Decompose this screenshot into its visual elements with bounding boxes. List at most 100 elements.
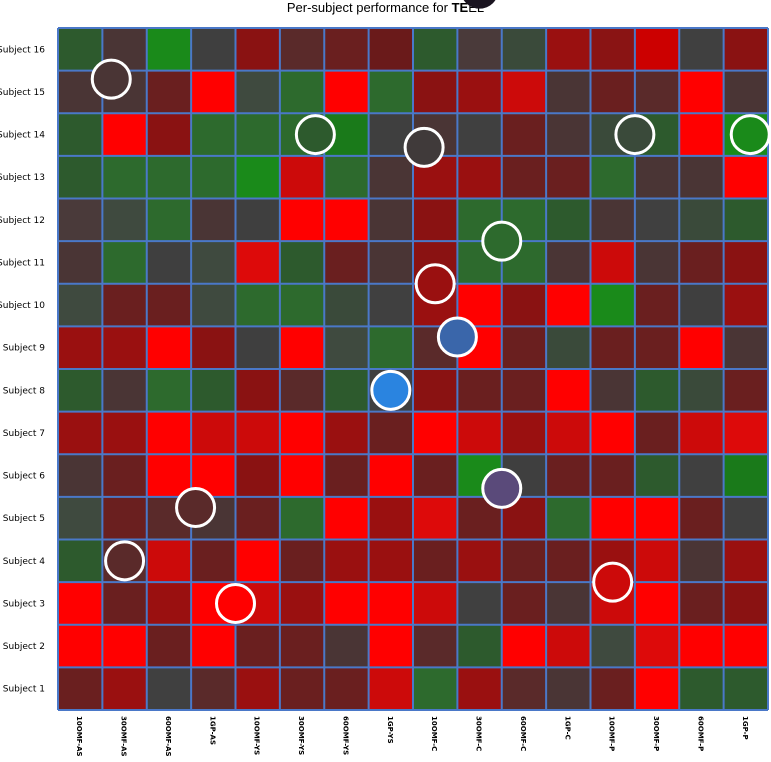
heatmap-cell-r9-c9 — [413, 369, 458, 412]
heatmap-cell-r8-c11 — [501, 326, 547, 369]
marker-circle-4 — [403, 126, 445, 168]
heatmap-cell-r13-c12 — [546, 539, 591, 583]
heatmap-cell-r5-c14 — [634, 198, 680, 242]
heatmap-cell-r8-c2 — [102, 326, 147, 369]
heatmap-cell-r14-c2 — [102, 582, 147, 625]
heatmap-cell-r13-c16 — [723, 539, 768, 583]
heatmap-cell-r7-c8 — [368, 283, 413, 327]
heatmap-cell-r1-c5 — [235, 28, 280, 71]
marker-circle-6 — [729, 114, 771, 156]
heatmap-cell-r7-c16 — [723, 283, 768, 327]
heatmap-cell-r16-c9 — [413, 667, 458, 710]
heatmap-cell-r6-c16 — [723, 241, 768, 284]
heatmap-cell-r7-c11 — [501, 283, 547, 327]
heatmap-cell-r6-c4 — [191, 241, 236, 284]
heatmap-cell-r9-c1 — [58, 369, 103, 412]
heatmap-cell-r12-c12 — [546, 496, 591, 540]
heatmap-cell-r8-c7 — [324, 326, 369, 369]
heatmap-cell-r5-c12 — [546, 198, 591, 242]
marker-circle-15 — [592, 561, 634, 603]
heatmap-cell-r11-c9 — [413, 454, 458, 497]
heatmap-cell-r4-c2 — [102, 155, 147, 199]
heatmap-cell-r15-c15 — [679, 624, 724, 668]
heatmap-cell-r10-c10 — [457, 411, 502, 455]
x-tick-label: 10OMF-P — [608, 716, 616, 751]
y-tick-label: Subject 15 — [0, 88, 45, 98]
heatmap-cell-r15-c13 — [590, 624, 635, 668]
heatmap-cell-r2-c12 — [546, 70, 591, 114]
heatmap-cell-r11-c12 — [546, 454, 591, 497]
heatmap-cell-r11-c1 — [58, 454, 103, 497]
heatmap-cell-r14-c14 — [634, 582, 680, 625]
heatmap-cell-r12-c1 — [58, 496, 103, 540]
heatmap-cell-r5-c8 — [368, 198, 413, 242]
heatmap-cell-r2-c4 — [191, 70, 236, 114]
heatmap-cell-r5-c6 — [279, 198, 325, 242]
y-tick-label: Subject 10 — [0, 301, 45, 311]
heatmap-cell-r16-c7 — [324, 667, 369, 710]
heatmap-cell-r3-c11 — [501, 113, 547, 156]
heatmap-cell-r7-c5 — [235, 283, 280, 327]
heatmap-cell-r4-c11 — [501, 155, 547, 199]
heatmap-cell-r12-c15 — [679, 496, 724, 540]
heatmap-cell-r9-c15 — [679, 369, 724, 412]
heatmap-cell-r14-c3 — [146, 582, 192, 625]
heatmap-cell-r1-c12 — [546, 28, 591, 71]
heatmap-cell-r2-c13 — [590, 70, 635, 114]
heatmap-cell-r10-c8 — [368, 411, 413, 455]
y-axis-labels: Subject 16 Subject 15 Subject 14 Subject 13… — [0, 45, 45, 694]
heatmap-cell-r15-c2 — [102, 624, 147, 668]
y-tick-label: Subject 1 — [3, 685, 45, 695]
heatmap-cell-r6-c7 — [324, 241, 369, 284]
heatmap-cell-r2-c15 — [679, 70, 724, 114]
heatmap-cell-r16-c6 — [279, 667, 325, 710]
heatmap-cell-r13-c8 — [368, 539, 413, 583]
heatmap-cell-r4-c15 — [679, 155, 724, 199]
x-axis-labels: 10OMF-AS 30OMF-AS 60OMF-AS 1GP-AS 10OMF-YS 30… — [75, 716, 749, 757]
heatmap-cell-r11-c15 — [679, 454, 724, 497]
heatmap-cell-r10-c13 — [590, 411, 635, 455]
heatmap-cell-r5-c3 — [146, 198, 192, 242]
x-tick-label: 30OMF-YS — [297, 716, 305, 755]
x-tick-label: 1GP-YS — [386, 716, 394, 744]
heatmap-cell-r14-c10 — [457, 582, 502, 625]
heatmap-cell-r10-c1 — [58, 411, 103, 455]
heatmap-cell-r1-c9 — [413, 28, 458, 71]
heatmap-cell-r4-c13 — [590, 155, 635, 199]
heatmap-cell-r1-c1 — [58, 28, 103, 71]
heatmap-cell-r11-c14 — [634, 454, 680, 497]
heatmap-cell-r2-c11 — [501, 70, 547, 114]
marker-circle-13 — [104, 540, 146, 582]
heatmap-cell-r1-c16 — [723, 28, 768, 71]
heatmap-cell-r10-c6 — [279, 411, 325, 455]
heatmap-cell-r6-c13 — [590, 241, 635, 284]
heatmap-cell-r16-c12 — [546, 667, 591, 710]
y-tick-label: Subject 9 — [3, 344, 46, 354]
heatmap-cell-r6-c6 — [279, 241, 325, 284]
heatmap-cell-r6-c5 — [235, 241, 280, 284]
heatmap-cell-r4-c1 — [58, 155, 103, 199]
heatmap-cell-r7-c2 — [102, 283, 147, 327]
heatmap-cell-r1-c13 — [590, 28, 635, 71]
heatmap-cell-r6-c8 — [368, 241, 413, 284]
heatmap-cell-r15-c5 — [235, 624, 280, 668]
heatmap-cell-r2-c7 — [324, 70, 369, 114]
heatmap-cell-r8-c1 — [58, 326, 103, 369]
heatmap-cell-r11-c7 — [324, 454, 369, 497]
heatmap-cell-r12-c16 — [723, 496, 768, 540]
heatmap-cell-r9-c11 — [501, 369, 547, 412]
y-tick-label: Subject 13 — [0, 173, 45, 183]
heatmap-cell-r4-c16 — [723, 155, 768, 199]
heatmap-cell-r13-c1 — [58, 539, 103, 583]
heatmap-cell-r13-c11 — [501, 539, 547, 583]
x-tick-label: 60OMF-P — [696, 716, 704, 751]
marker-circle-3 — [294, 114, 336, 156]
heatmap-cell-r3-c10 — [457, 113, 502, 156]
heatmap-cell-r16-c8 — [368, 667, 413, 710]
heatmap-cell-r13-c6 — [279, 539, 325, 583]
heatmap-cell-r5-c9 — [413, 198, 458, 242]
heatmap-cell-r5-c1 — [58, 198, 103, 242]
heatmap-cell-r13-c4 — [191, 539, 236, 583]
heatmap-cell-r1-c8 — [368, 28, 413, 71]
heatmap-cell-r1-c10 — [457, 28, 502, 71]
